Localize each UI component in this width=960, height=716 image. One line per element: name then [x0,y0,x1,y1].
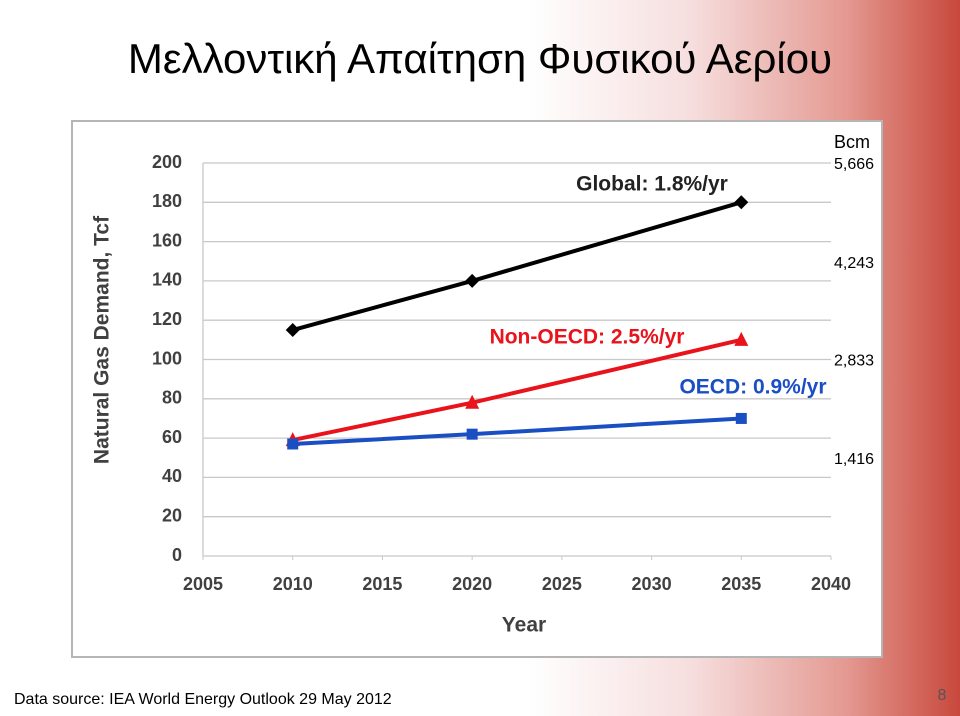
x-tick-label: 2015 [362,574,402,594]
y-tick-label: 160 [152,230,182,250]
marker [734,195,749,210]
y-tick-label: 40 [162,466,182,486]
marker [735,412,747,424]
y2-tick-label: 4,243 [834,255,874,272]
y-tick-label: 60 [162,427,182,447]
y2-tick-label: 2,833 [834,353,874,370]
y-tick-label: 100 [152,348,182,368]
marker [466,428,478,440]
footer-source: Data source: IEA World Energy Outlook 29… [14,691,392,708]
series-label: OECD: 0.9%/yr [679,376,826,399]
marker [734,331,749,346]
y-tick-label: 140 [152,270,182,290]
x-tick-label: 2035 [721,574,761,594]
y2-axis-label: Bcm [834,132,870,152]
x-axis-label: Year [502,614,546,637]
chart-frame [71,120,883,658]
page-number: 8 [938,687,947,704]
y-tick-label: 120 [152,309,182,329]
y2-tick-label: 5,666 [834,156,874,173]
marker [465,273,480,288]
x-tick-label: 2005 [183,574,223,594]
y-tick-label: 180 [152,191,182,211]
y-tick-label: 80 [162,388,182,408]
y-tick-label: 20 [162,505,182,525]
marker [287,438,299,450]
series-label: Non-OECD: 2.5%/yr [490,326,685,349]
x-tick-label: 2030 [632,574,672,594]
marker [285,323,300,338]
y-tick-label: 0 [172,545,182,565]
x-tick-label: 2040 [811,574,851,594]
x-tick-label: 2020 [452,574,492,594]
marker [465,394,480,409]
series-label: Global: 1.8%/yr [576,173,728,196]
y2-tick-label: 1,416 [834,451,874,468]
x-tick-label: 2010 [273,574,313,594]
slide-title: Μελλοντική Απαίτηση Φυσικού Αερίου [128,35,832,82]
x-tick-label: 2025 [542,574,582,594]
y-tick-label: 200 [152,152,182,172]
y-axis-label: Natural Gas Demand, Tcf [91,215,114,464]
